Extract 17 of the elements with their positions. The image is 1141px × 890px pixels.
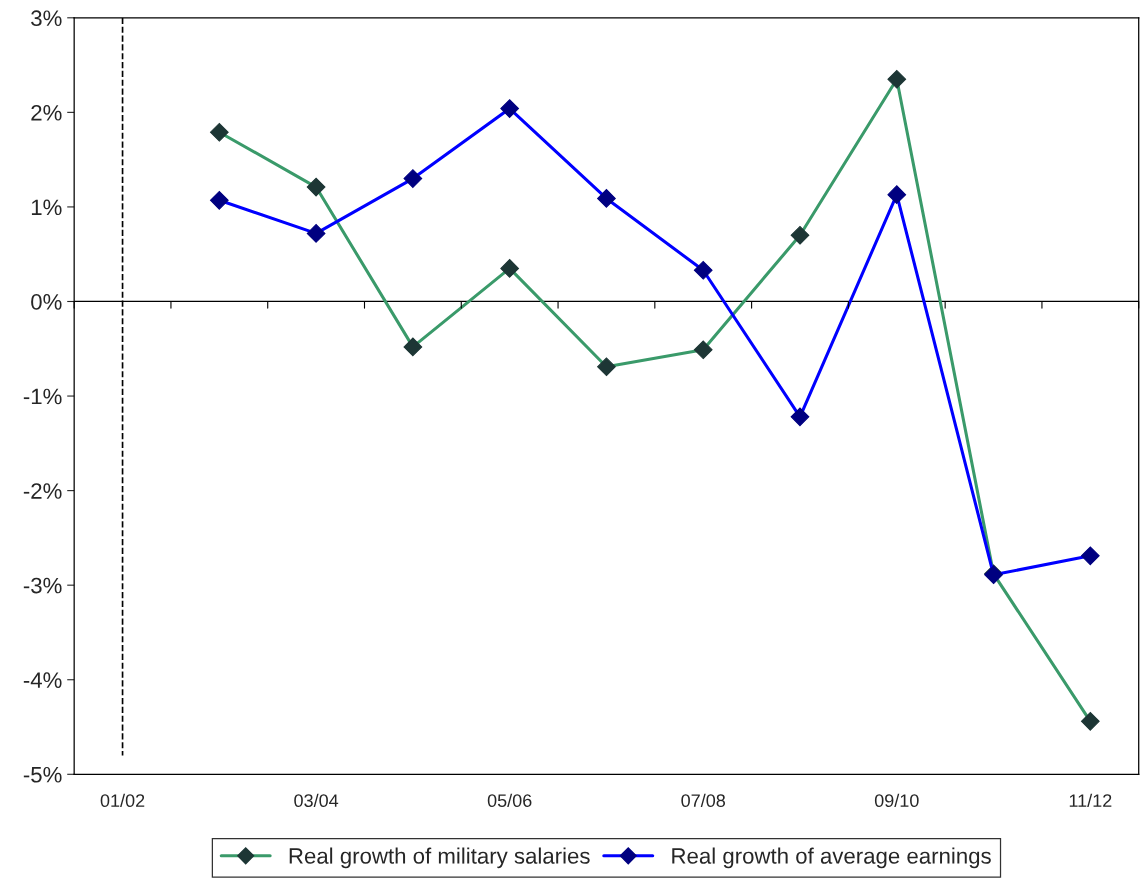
x-tick-label: 01/02 <box>100 793 145 808</box>
y-tick-label: -1% <box>23 388 62 405</box>
x-tick-label: 07/08 <box>681 793 726 808</box>
x-tick-label: 05/06 <box>487 793 532 808</box>
y-tick-label: 0% <box>31 294 62 310</box>
x-tick-label: 11/12 <box>1069 793 1112 808</box>
y-tick-label: -5% <box>23 766 62 783</box>
x-tick-label: 09/10 <box>874 793 919 808</box>
y-tick-label: -2% <box>23 483 62 499</box>
x-tick-label: 03/04 <box>294 793 339 808</box>
y-tick-label: 1% <box>31 199 62 216</box>
legend-label: Real growth of average earnings <box>672 847 991 869</box>
y-tick-label: -4% <box>23 672 62 688</box>
y-tick-label: 2% <box>31 104 62 121</box>
legend-label: Real growth of military salaries <box>289 847 590 869</box>
y-tick-label: 3% <box>31 10 62 27</box>
y-tick-label: -3% <box>23 577 62 594</box>
